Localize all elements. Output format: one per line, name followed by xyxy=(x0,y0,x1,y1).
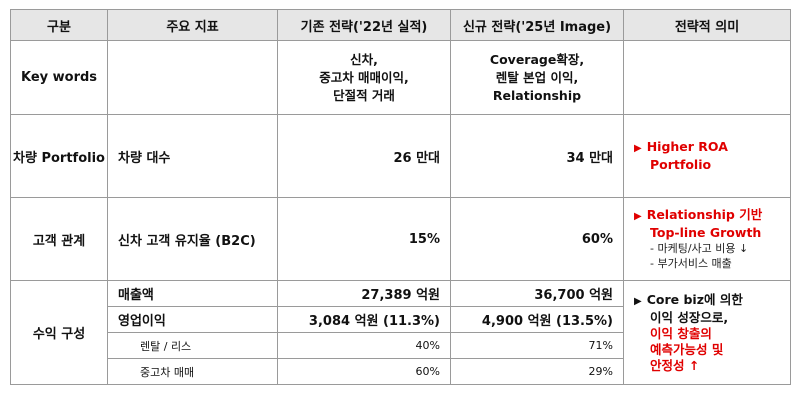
keywords-existing-line: 중고차 매매이익, xyxy=(319,69,409,85)
red-triangle-right-icon: ▶ xyxy=(634,211,642,222)
black-triangle-right-icon: ▶ xyxy=(634,295,642,307)
customer-existing-value: 15% xyxy=(277,197,451,281)
customer-note: - 부가서비스 매출 xyxy=(650,257,732,270)
header-key-metric: 주요 지표 xyxy=(107,9,278,41)
profit-meaning: ▶ Core biz에 의한 이익 성장으로, 이익 창출의 예측가능성 및 안정… xyxy=(623,280,791,385)
keywords-metric-empty xyxy=(107,40,278,115)
profit-meaning-red-line: 예측가능성 및 xyxy=(650,341,724,357)
profit-sub-existing-value: 40% xyxy=(277,332,451,359)
profit-sub-new-value: 71% xyxy=(450,332,624,359)
profit-sub-metric: 렌탈 / 리스 xyxy=(107,332,278,359)
profit-existing-value: 27,389 억원 xyxy=(277,280,451,307)
profit-new-value: 36,700 억원 xyxy=(450,280,624,307)
header-category: 구분 xyxy=(10,9,108,41)
keywords-row: Key words 신차, 중고차 매매이익, 단절적 거래 Coverage확… xyxy=(10,40,791,115)
keywords-existing-line: 신차, xyxy=(350,51,378,67)
portfolio-meaning-line: Higher ROA xyxy=(646,139,728,154)
profit-new-value: 4,900 억원 (13.5%) xyxy=(450,306,624,333)
header-row: 구분 주요 지표 기존 전략('22년 실적) 신규 전략('25년 Image… xyxy=(10,9,791,41)
portfolio-meaning: ▶ Higher ROA Portfolio xyxy=(623,114,791,198)
profit-meaning-red-line: 안정성 ↑ xyxy=(650,357,700,373)
keywords-new: Coverage확장, 렌탈 본업 이익, Relationship xyxy=(450,40,624,115)
keywords-new-line: Coverage확장, xyxy=(489,51,585,67)
profit-meaning-red-line: 이익 창출의 xyxy=(650,325,712,341)
header-strategic-meaning: 전략적 의미 xyxy=(623,9,791,41)
portfolio-new-value: 34 만대 xyxy=(450,114,624,198)
portfolio-row: 차량 Portfolio 차량 대수 26 만대 34 만대 ▶ Higher R… xyxy=(10,114,791,198)
profit-meaning-line: 이익 성장으로, xyxy=(650,309,729,325)
customer-row: 고객 관계 신차 고객 유지율 (B2C) 15% 60% ▶ Relations… xyxy=(10,197,791,281)
portfolio-existing-value: 26 만대 xyxy=(277,114,451,198)
profit-row-revenue: 수익 구성 매출액 27,389 억원 36,700 억원 ▶ Core biz에… xyxy=(10,280,791,385)
keywords-meaning-empty xyxy=(623,40,791,115)
profit-label: 수익 구성 xyxy=(10,280,108,385)
profit-sub-metric: 중고차 매매 xyxy=(107,358,278,385)
customer-note: - 마케팅/사고 비용 ↓ xyxy=(650,242,749,255)
keywords-existing-line: 단절적 거래 xyxy=(333,87,395,103)
strategy-comparison-table: 구분 주요 지표 기존 전략('22년 실적) 신규 전략('25년 Image… xyxy=(10,9,791,385)
customer-meaning: ▶ Relationship 기반 Top-line Growth - 마케팅/사… xyxy=(623,197,791,281)
profit-row-rental: 렌탈 / 리스 40% 71% xyxy=(11,332,791,359)
customer-new-value: 60% xyxy=(450,197,624,281)
profit-metric: 매출액 xyxy=(107,280,278,307)
portfolio-meaning-line: Portfolio xyxy=(650,157,712,172)
profit-row-used-car: 중고차 매매 60% 29% xyxy=(11,358,791,385)
keywords-new-line: 렌탈 본업 이익, xyxy=(495,69,579,85)
strategy-table-container: 구분 주요 지표 기존 전략('22년 실적) 신규 전략('25년 Image… xyxy=(10,9,791,411)
profit-sub-existing-value: 60% xyxy=(277,358,451,385)
profit-existing-value: 3,084 억원 (11.3%) xyxy=(277,306,451,333)
customer-meaning-line: Relationship 기반 xyxy=(646,207,763,222)
red-triangle-right-icon: ▶ xyxy=(634,143,642,154)
portfolio-label: 차량 Portfolio xyxy=(10,114,108,198)
header-existing-strategy: 기존 전략('22년 실적) xyxy=(277,9,451,41)
header-new-strategy: 신규 전략('25년 Image) xyxy=(450,9,624,41)
profit-metric: 영업이익 xyxy=(107,306,278,333)
customer-label: 고객 관계 xyxy=(10,197,108,281)
profit-row-operating: 영업이익 3,084 억원 (11.3%) 4,900 억원 (13.5%) xyxy=(11,306,791,333)
profit-meaning-line: Core biz에 의한 xyxy=(646,291,743,307)
keywords-label: Key words xyxy=(10,40,108,115)
portfolio-metric: 차량 대수 xyxy=(107,114,278,198)
keywords-existing: 신차, 중고차 매매이익, 단절적 거래 xyxy=(277,40,451,115)
customer-metric: 신차 고객 유지율 (B2C) xyxy=(107,197,278,281)
keywords-new-line: Relationship xyxy=(492,87,582,103)
customer-meaning-line: Top-line Growth xyxy=(650,225,762,240)
profit-sub-new-value: 29% xyxy=(450,358,624,385)
